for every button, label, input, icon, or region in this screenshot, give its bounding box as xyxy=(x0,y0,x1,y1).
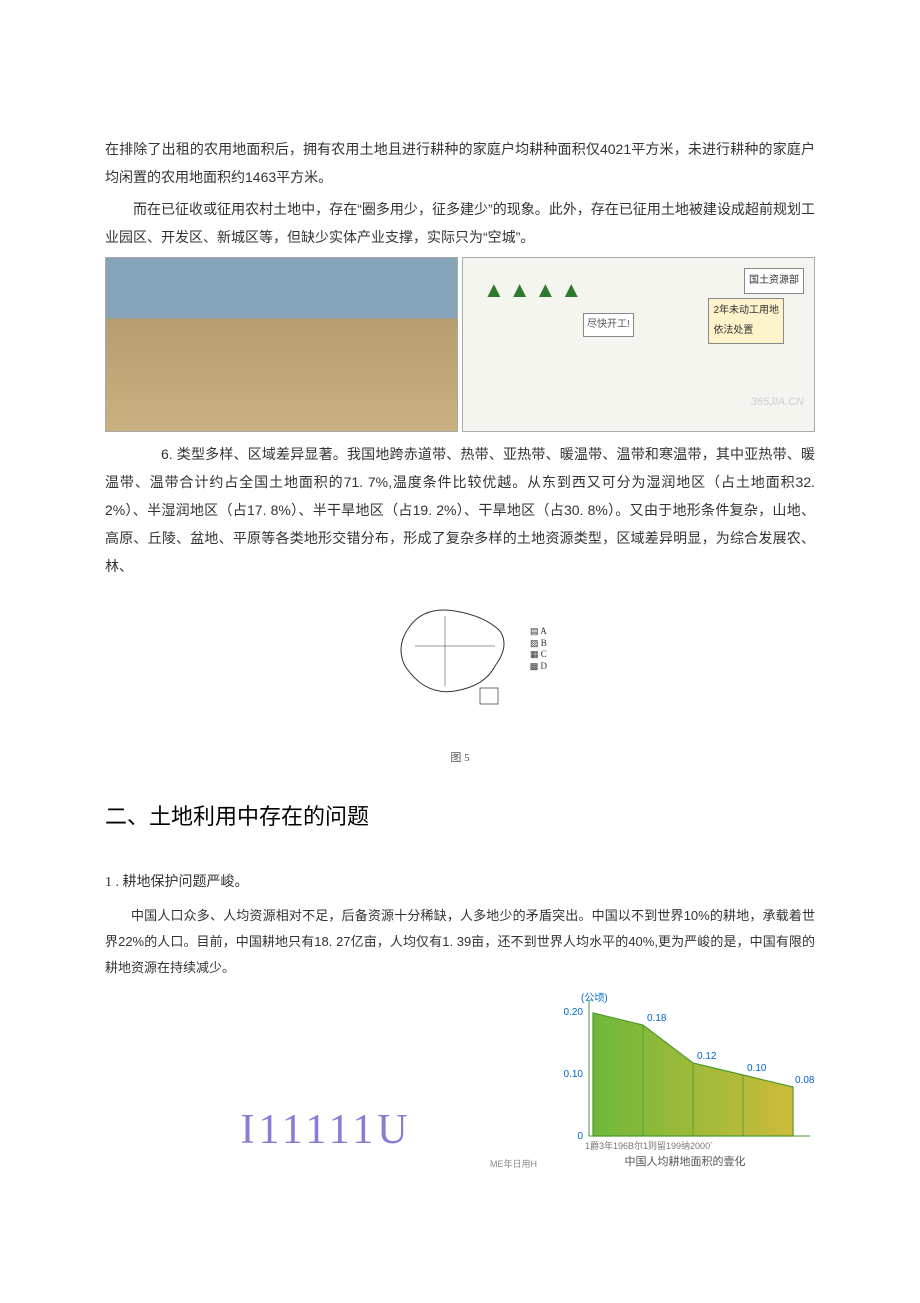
legend-item-c: ▦ C xyxy=(530,649,547,661)
item-6-label: 6. 类型多样、区域差异显著。 xyxy=(161,446,347,462)
left-chart-subtext: ME年日用H xyxy=(490,1160,537,1169)
tree-icon: ▲▲▲▲ xyxy=(483,268,586,312)
paragraph-land-requisition: 而在已征收或征用农村土地中，存在“圈多用少，征多建少”的现象。此外，存在已征用土… xyxy=(105,195,815,251)
farmland-per-capita-chart: (公顷) 0.20 0.10 0 0.18 0.12 0.10 0.08 1爵3… xyxy=(555,991,815,1151)
cartoon-sign-ministry: 国土资源部 xyxy=(744,268,804,294)
svg-text:0.08: 0.08 xyxy=(795,1075,815,1086)
section-2-heading: 二、土地利用中存在的问题 xyxy=(105,795,815,839)
item-6-body: 我国地跨赤道带、热带、亚热带、暖温带、温带和寒温带，其中亚热带、暖温带、温带合计… xyxy=(105,446,815,574)
paragraph-idle-land: 在排除了出租的农用地面积后，拥有农用土地且进行耕种的家庭户均耕种面积仅4021平… xyxy=(105,135,815,191)
notice-line1: 2年未动工用地 xyxy=(713,305,779,316)
china-map-image: ▤ A ▨ B ▦ C ▩ D xyxy=(375,586,545,736)
problem-1-title: 1 . 耕地保护问题严峻。 xyxy=(105,869,815,897)
svg-text:0.18: 0.18 xyxy=(647,1013,667,1024)
chart-svg: 0.20 0.10 0 0.18 0.12 0.10 0.08 xyxy=(555,991,815,1151)
watermark-text: 365JIA.CN xyxy=(751,391,804,413)
chart-caption: 中国人均耕地面积的壹化 xyxy=(555,1151,815,1173)
left-chart-text: I11111U xyxy=(240,1107,411,1153)
legend-item-b: ▨ B xyxy=(530,638,547,650)
cartoon-illustration: ▲▲▲▲ 国土资源部 2年未动工用地 依法处置 尽快开工! 365JIA.CN xyxy=(462,257,815,432)
problem-1-body: 中国人口众多、人均资源相对不足，后备资源十分稀缺，人多地少的矛盾突出。中国以不到… xyxy=(105,903,815,981)
legend-item-a: ▤ A xyxy=(530,626,547,638)
desert-photo xyxy=(105,257,458,432)
china-map-figure: ▤ A ▨ B ▦ C ▩ D 图 5 xyxy=(105,586,815,769)
map-legend: ▤ A ▨ B ▦ C ▩ D xyxy=(530,626,547,673)
map-caption: 图 5 xyxy=(105,747,815,769)
svg-text:0.10: 0.10 xyxy=(564,1069,584,1080)
svg-text:0.10: 0.10 xyxy=(747,1063,767,1074)
legend-item-d: ▩ D xyxy=(530,661,547,673)
svg-text:0.20: 0.20 xyxy=(564,1007,584,1018)
left-chart-placeholder: I11111U ME年日用H xyxy=(105,1109,547,1151)
map-svg xyxy=(385,596,515,706)
speech-bubble: 尽快开工! xyxy=(583,313,634,337)
notice-line2: 依法处置 xyxy=(713,325,753,336)
svg-text:0: 0 xyxy=(577,1131,583,1142)
chart-row: I11111U ME年日用H (公顷) 0.20 0.10 0 0.18 0.1… xyxy=(105,991,815,1151)
svg-text:0.12: 0.12 xyxy=(697,1051,717,1062)
cartoon-sign-notice: 2年未动工用地 依法处置 xyxy=(708,298,784,344)
image-row: ▲▲▲▲ 国土资源部 2年未动工用地 依法处置 尽快开工! 365JIA.CN xyxy=(105,257,815,432)
paragraph-type-diversity: 6. 类型多样、区域差异显著。我国地跨赤道带、热带、亚热带、暖温带、温带和寒温带… xyxy=(105,440,815,580)
